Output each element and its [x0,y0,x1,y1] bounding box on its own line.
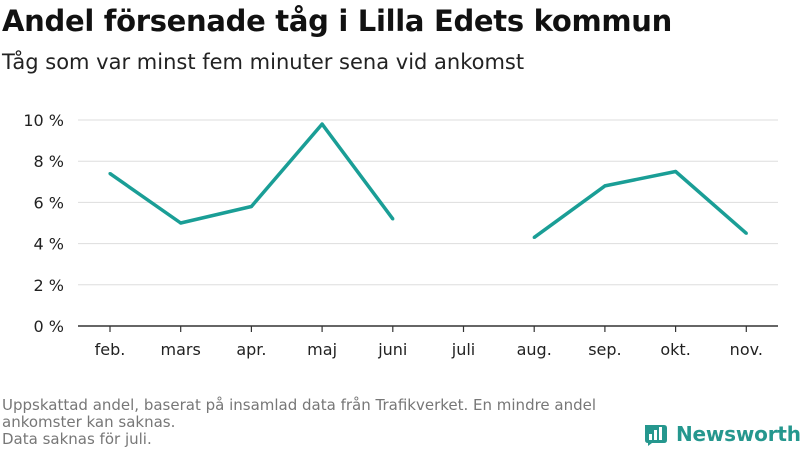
series-lines [108,122,748,240]
x-axis-labels: feb. mars apr. maj juni juli aug. sep. okt. nov. [95,340,763,359]
data-point [674,169,678,174]
x-tick-label: okt. [660,340,690,359]
brand-logo: Newsworthy [644,420,800,448]
y-tick-label: 4 % [34,235,64,254]
data-point [744,231,748,235]
x-axis [78,325,778,332]
x-tick-label: aug. [517,340,552,359]
data-point [320,122,324,126]
data-point [249,204,253,209]
chart-subtitle: Tåg som var minst fem minuter sena vid a… [2,50,525,74]
series-line-segment [108,122,395,225]
x-tick-label: juli [451,340,475,359]
y-tick-label: 10 % [23,111,64,130]
y-tick-label: 8 % [34,152,64,171]
y-tick-label: 2 % [34,276,64,295]
x-tick-label: feb. [95,340,126,359]
x-tick-label: nov. [730,340,763,359]
bar-chart-icon [645,425,667,446]
grid-lines [78,119,778,286]
data-point [391,217,395,221]
data-point [603,184,607,188]
chart-title: Andel försenade tåg i Lilla Edets kommun [2,4,672,38]
y-tick-label: 6 % [34,193,64,212]
y-axis-labels: 0 % 2 % 4 % 6 % 8 % 10 % [23,111,64,336]
footnote-source: Uppskattad andel, baserat på insamlad da… [2,396,597,431]
line-chart: 0 % 2 % 4 % 6 % 8 % 10 % feb. mars apr. maj juni j… [23,111,778,359]
x-tick-label: maj [307,340,337,359]
data-point [179,221,183,225]
x-tick-label: apr. [236,340,266,359]
brand-name: Newsworthy [676,422,800,446]
y-tick-label: 0 % [34,317,64,336]
x-tick-label: sep. [588,340,621,359]
footnote-missing-data: Data saknas för juli. [2,430,152,448]
series-line-segment [533,169,748,239]
data-point [532,235,536,240]
footnote: Uppskattad andel, baserat på insamlad da… [2,397,632,448]
x-tick-label: juni [377,340,407,359]
data-point [108,171,112,176]
x-tick-label: mars [161,340,201,359]
